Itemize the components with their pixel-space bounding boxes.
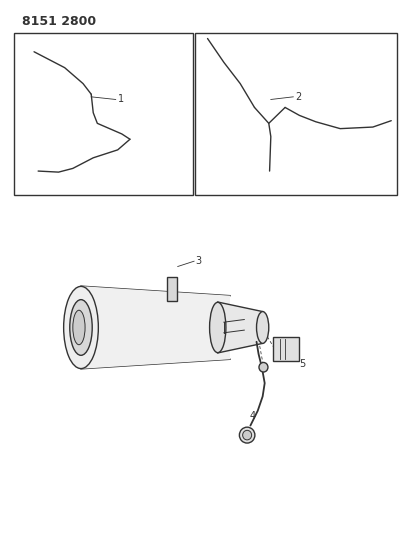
Text: 3: 3 [195, 256, 201, 266]
Ellipse shape [242, 430, 252, 440]
Ellipse shape [73, 310, 85, 345]
Ellipse shape [64, 286, 98, 368]
Ellipse shape [210, 302, 226, 353]
Ellipse shape [259, 362, 268, 372]
Text: 4: 4 [249, 411, 256, 421]
Polygon shape [81, 286, 230, 369]
Text: 5: 5 [299, 359, 306, 369]
Ellipse shape [239, 427, 255, 443]
Bar [167, 277, 177, 301]
Ellipse shape [256, 312, 269, 343]
FancyBboxPatch shape [273, 337, 299, 361]
Bar [14, 33, 193, 195]
Text: 8151 2800: 8151 2800 [22, 14, 96, 28]
Text: 2: 2 [296, 92, 302, 102]
Text: 1: 1 [118, 94, 124, 104]
Bar [195, 33, 397, 195]
Ellipse shape [70, 300, 92, 356]
Polygon shape [218, 302, 263, 353]
